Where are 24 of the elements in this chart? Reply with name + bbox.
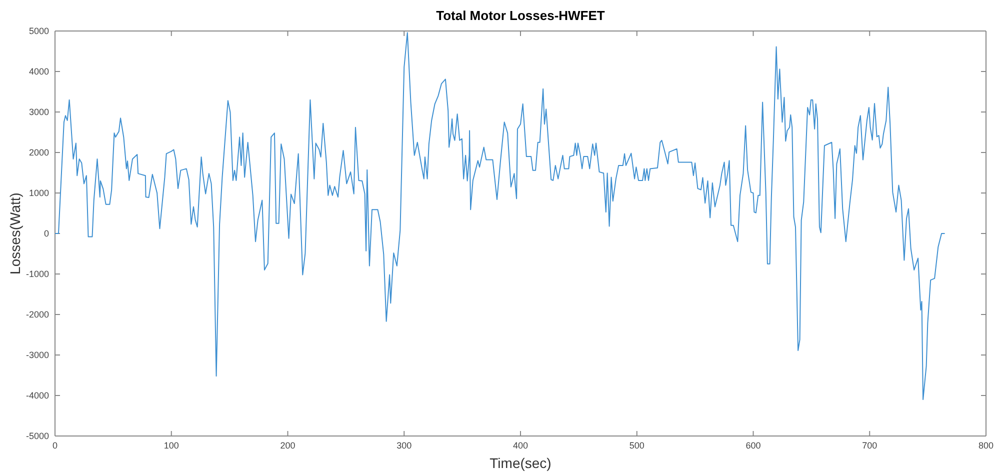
x-tick-label: 400 xyxy=(512,440,528,450)
x-tick-label: 200 xyxy=(280,440,296,450)
y-tick-label: -5000 xyxy=(26,430,49,441)
y-tick-label: 5000 xyxy=(28,26,49,36)
x-tick-label: 300 xyxy=(396,440,412,450)
chart-title: Total Motor Losses-HWFET xyxy=(436,8,605,23)
x-tick-label: 100 xyxy=(164,440,179,450)
x-tick-label: 500 xyxy=(629,440,644,450)
y-tick-label: 0 xyxy=(44,228,49,238)
x-tick-label: 600 xyxy=(746,440,761,450)
y-axis-title: Losses(Watt) xyxy=(7,192,23,274)
x-axis-title: Time(sec) xyxy=(490,455,552,471)
y-tick-label: -1000 xyxy=(26,268,49,279)
y-tick-label: -3000 xyxy=(26,350,49,360)
y-tick-label: -4000 xyxy=(26,390,49,400)
y-tick-label: 4000 xyxy=(28,66,49,76)
y-tick-label: 3000 xyxy=(28,106,49,117)
x-tick-label: 800 xyxy=(978,440,994,450)
line-series xyxy=(54,32,946,400)
y-tick-label: -2000 xyxy=(26,309,49,320)
y-tick-label: 1000 xyxy=(28,188,49,198)
x-tick-label: 700 xyxy=(862,440,878,450)
y-tick-label: 2000 xyxy=(28,147,49,158)
x-tick-label: 0 xyxy=(52,440,58,450)
